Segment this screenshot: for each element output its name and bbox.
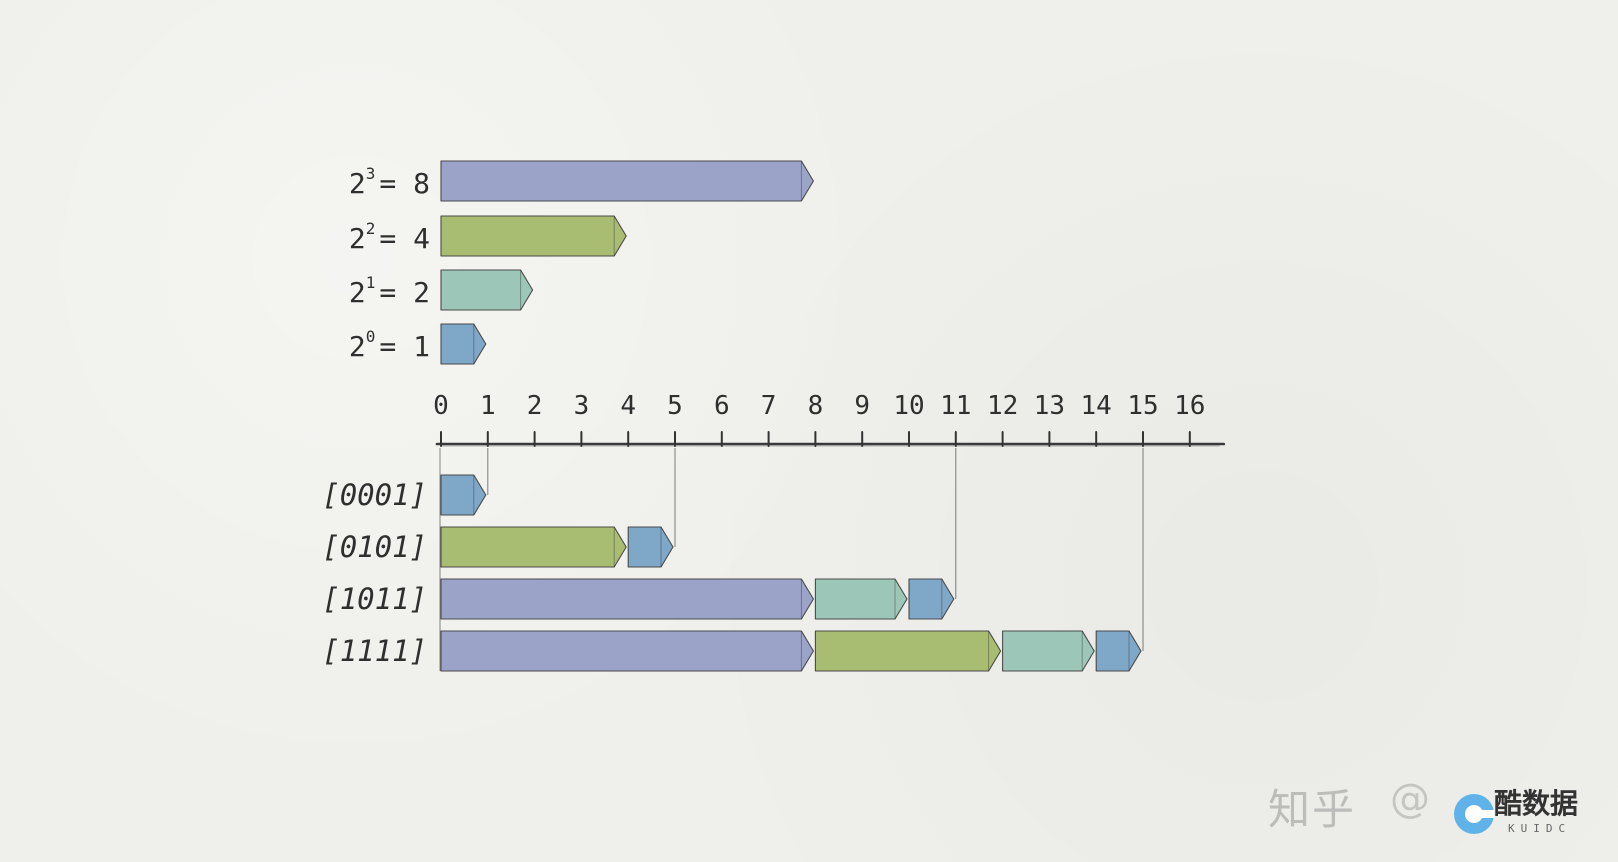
power-base: 2: [349, 222, 366, 255]
row-4-segment-1: [440, 630, 814, 672]
row-4-segment-4: [1095, 630, 1142, 672]
axis-tick-label-9: 9: [854, 391, 870, 421]
number-axis: 0 1 2 3 4 5 6 7 8 9 10 11 12 13 14 15 16: [433, 391, 1226, 447]
power-label-3: 23 = 8: [349, 164, 430, 200]
binary-label-1: [0001]: [322, 478, 427, 512]
power-label-1: 21 = 2: [349, 273, 430, 309]
row-3-segment-1: [440, 578, 814, 620]
logo-text: 酷数据: [1494, 787, 1579, 820]
axis-tick-label-5: 5: [667, 391, 683, 421]
axis-tick-label-4: 4: [620, 391, 636, 421]
power-label-0: 20 = 1: [349, 327, 430, 363]
binary-label-2: [0101]: [322, 530, 427, 564]
logo-icon: [1454, 794, 1494, 834]
axis-tick-label-6: 6: [714, 391, 730, 421]
power-bar-2: [440, 215, 627, 257]
watermark-site: 知乎: [1268, 785, 1357, 834]
power-value: = 2: [379, 276, 430, 309]
power-label-2: 22 = 4: [349, 219, 430, 255]
power-bar-0: [440, 323, 487, 365]
logo-subtext: KUIDC: [1508, 822, 1572, 835]
power-value: = 1: [379, 330, 430, 363]
axis-tick-label-16: 16: [1174, 391, 1205, 421]
row-3-segment-2: [814, 578, 908, 620]
watermark: 知乎 @ 酷数据 KUIDC: [1268, 768, 1608, 848]
row-3-segment-3: [908, 578, 955, 620]
axis-tick-label-8: 8: [808, 391, 824, 421]
axis-tick-label-14: 14: [1081, 391, 1112, 421]
row-4-segment-3: [1002, 630, 1095, 672]
axis-tick-label-1: 1: [480, 391, 496, 421]
powers-of-two-group: 23 = 822 = 421 = 220 = 1: [349, 160, 814, 365]
row-2-segment-2: [627, 526, 674, 568]
axis-tick-label-11: 11: [940, 391, 971, 421]
power-exponent: 3: [366, 164, 376, 183]
guide-lines: [439, 448, 1144, 671]
binary-rows-group: [0001] [0101] [1011] [1111]: [322, 474, 1142, 672]
axis-tick-label-7: 7: [761, 391, 777, 421]
power-base: 2: [349, 276, 366, 309]
row-2-segment-1: [440, 526, 627, 568]
binary-label-4: [1111]: [322, 634, 427, 668]
watermark-logo: 酷数据 KUIDC: [1450, 782, 1606, 842]
row-1-segment-1: [440, 474, 487, 516]
power-exponent: 1: [366, 273, 376, 292]
power-bar-1: [440, 269, 534, 311]
axis-tick-label-10: 10: [893, 391, 924, 421]
power-value: = 8: [379, 167, 430, 200]
axis-tick-label-12: 12: [987, 391, 1018, 421]
row-4-segment-2: [814, 630, 1002, 672]
power-base: 2: [349, 167, 366, 200]
watermark-handle: @: [1390, 776, 1430, 822]
axis-tick-label-15: 15: [1127, 391, 1158, 421]
power-base: 2: [349, 330, 366, 363]
axis-tick-label-0: 0: [433, 391, 449, 421]
power-bar-3: [440, 160, 814, 202]
power-exponent: 2: [366, 219, 376, 238]
power-value: = 4: [379, 222, 430, 255]
axis-tick-label-3: 3: [574, 391, 590, 421]
axis-tick-label-13: 13: [1034, 391, 1065, 421]
binary-label-3: [1011]: [322, 582, 427, 616]
power-exponent: 0: [366, 327, 376, 346]
axis-tick-label-2: 2: [527, 391, 543, 421]
